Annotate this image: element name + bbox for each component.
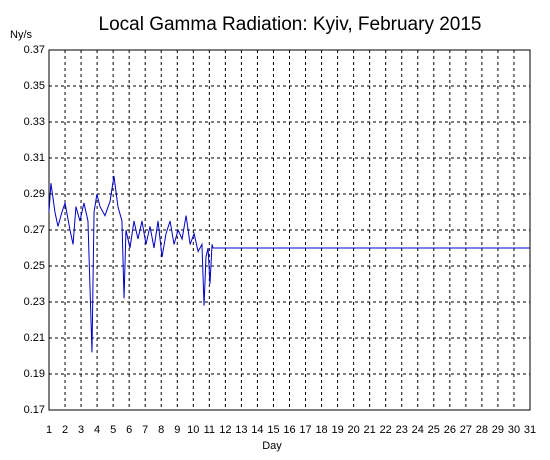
y-tick-label: 0.29 bbox=[24, 188, 45, 200]
x-tick-label: 8 bbox=[158, 424, 164, 436]
x-tick-label: 27 bbox=[460, 424, 472, 436]
y-axis-label: Ny/s bbox=[10, 29, 33, 41]
x-tick-label: 26 bbox=[444, 424, 456, 436]
x-tick-label: 4 bbox=[94, 424, 100, 436]
chart-title: Local Gamma Radiation: Kyiv, February 20… bbox=[99, 14, 482, 35]
x-tick-label: 9 bbox=[174, 424, 180, 436]
x-tick-label: 2 bbox=[62, 424, 68, 436]
x-tick-label: 28 bbox=[476, 424, 488, 436]
y-tick-label: 0.35 bbox=[24, 80, 45, 92]
x-axis-label: Day bbox=[262, 440, 282, 452]
x-tick-label: 23 bbox=[396, 424, 408, 436]
x-tick-label: 11 bbox=[204, 424, 215, 436]
x-tick-label: 25 bbox=[428, 424, 440, 436]
y-tick-label: 0.37 bbox=[24, 44, 45, 56]
y-tick-label: 0.27 bbox=[24, 224, 45, 236]
plot-frame bbox=[48, 49, 531, 411]
x-tick-label: 16 bbox=[283, 424, 295, 436]
y-tick-label: 0.21 bbox=[24, 332, 45, 344]
x-tick-label: 10 bbox=[187, 424, 199, 436]
x-tick-label: 17 bbox=[299, 424, 311, 436]
x-tick-label: 13 bbox=[235, 424, 247, 436]
x-tick-label: 3 bbox=[78, 424, 84, 436]
y-tick-label: 0.25 bbox=[24, 260, 45, 272]
x-tick-label: 6 bbox=[126, 424, 132, 436]
y-tick-label: 0.31 bbox=[24, 152, 45, 164]
y-tick-label: 0.33 bbox=[24, 116, 45, 128]
x-tick-label: 29 bbox=[492, 424, 504, 436]
x-tick-label: 19 bbox=[331, 424, 343, 436]
x-tick-label: 1 bbox=[46, 424, 52, 436]
y-tick-label: 0.17 bbox=[24, 404, 45, 416]
x-tick-label: 20 bbox=[348, 424, 360, 436]
x-tick-label: 5 bbox=[110, 424, 116, 436]
x-tick-label: 30 bbox=[508, 424, 520, 436]
x-tick-label: 21 bbox=[364, 424, 376, 436]
x-tick-label: 12 bbox=[219, 424, 231, 436]
data-line bbox=[48, 175, 530, 353]
x-tick-label: 14 bbox=[251, 424, 263, 436]
x-tick-label: 24 bbox=[412, 424, 424, 436]
y-tick-label: 0.23 bbox=[24, 296, 45, 308]
x-tick-label: 15 bbox=[267, 424, 279, 436]
x-tick-label: 18 bbox=[315, 424, 327, 436]
y-tick-label: 0.19 bbox=[24, 368, 45, 380]
x-tick-label: 31 bbox=[524, 424, 536, 436]
x-tick-label: 22 bbox=[380, 424, 392, 436]
x-tick-label: 7 bbox=[142, 424, 148, 436]
